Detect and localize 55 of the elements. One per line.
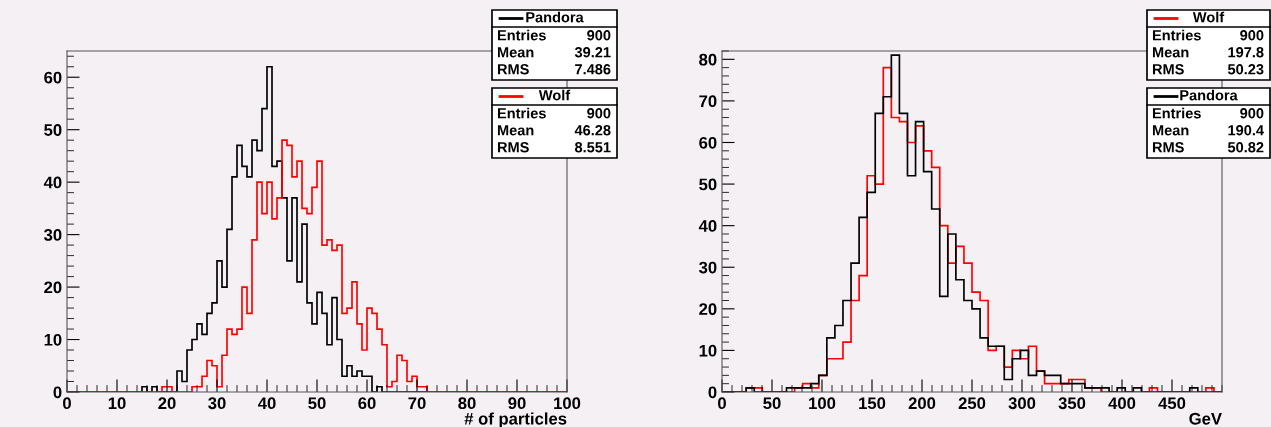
text: Mean 46.28 <box>497 125 611 136</box>
x-tick-label: 200 <box>908 397 936 410</box>
y-tick-label: 80 <box>699 53 717 66</box>
x-tick-label: 50 <box>308 397 326 410</box>
x-tick-label: 100 <box>809 397 836 410</box>
text: RMS 8.551 <box>497 142 611 153</box>
text: RMS 50.23 <box>1152 64 1264 75</box>
x-tick-label: 90 <box>508 397 526 410</box>
x-tick-label: 0 <box>718 397 726 410</box>
x-tick-label: 300 <box>1008 397 1036 410</box>
legend-label: Pandora <box>526 11 584 23</box>
x-tick-label: 400 <box>1108 397 1136 410</box>
x-tick-label: 40 <box>257 397 276 410</box>
y-tick-label: 40 <box>698 220 717 232</box>
x-axis-title: # of particles <box>464 412 567 427</box>
x-tick-label: 100 <box>554 397 581 410</box>
y-tick-label: 0 <box>53 386 62 399</box>
y-tick-label: 0 <box>708 386 717 399</box>
y-tick-label: 50 <box>699 178 717 191</box>
y-tick-label: 30 <box>698 261 717 274</box>
x-tick-label: 150 <box>859 397 886 410</box>
x-tick-label: 20 <box>158 397 176 410</box>
y-tick-label: 70 <box>699 95 717 108</box>
x-tick-label: 60 <box>358 397 376 410</box>
x-tick-label: 70 <box>408 397 426 410</box>
legend-label: Wolf <box>1192 11 1225 23</box>
y-tick-label: 40 <box>43 176 62 189</box>
x-tick-label: 50 <box>763 397 781 410</box>
x-tick-label: 350 <box>1058 397 1086 410</box>
text: Mean 39.21 <box>497 47 611 58</box>
y-tick-label: 10 <box>699 344 717 357</box>
text: RMS 50.82 <box>1152 142 1264 153</box>
y-tick-label: 50 <box>44 124 62 136</box>
text: Entries 900 <box>497 107 611 119</box>
text: RMS 7.486 <box>497 64 611 75</box>
y-tick-label: 20 <box>44 281 62 294</box>
y-tick-label: 60 <box>699 136 717 149</box>
text: Entries 900 <box>1152 107 1264 119</box>
x-tick-label: 250 <box>958 397 986 410</box>
x-tick-label: 0 <box>63 397 71 410</box>
text: Entries 900 <box>1152 29 1264 41</box>
x-tick-label: 30 <box>208 397 226 410</box>
x-tick-label: 80 <box>458 397 476 410</box>
text: Mean 197.8 <box>1152 47 1264 58</box>
y-tick-label: 20 <box>699 303 717 316</box>
text: Mean 190.4 <box>1152 125 1264 136</box>
text: Entries 900 <box>497 29 611 41</box>
legend-label: Wolf <box>538 89 571 101</box>
y-tick-label: 60 <box>44 71 62 84</box>
y-tick-label: 30 <box>43 229 62 241</box>
y-tick-label: 10 <box>44 333 62 346</box>
legend-label: Pandora <box>1180 89 1238 101</box>
x-tick-label: 450 <box>1158 397 1186 410</box>
x-axis-title: GeV <box>1189 412 1222 425</box>
x-tick-label: 10 <box>108 397 126 410</box>
